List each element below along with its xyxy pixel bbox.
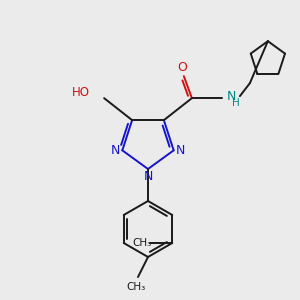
Text: N: N bbox=[227, 90, 237, 103]
Text: N: N bbox=[111, 144, 120, 157]
Text: H: H bbox=[232, 98, 240, 108]
Text: O: O bbox=[177, 61, 187, 74]
Text: N: N bbox=[176, 144, 185, 157]
Text: N: N bbox=[143, 170, 153, 184]
Text: CH₃: CH₃ bbox=[133, 238, 152, 248]
Text: CH₃: CH₃ bbox=[126, 282, 146, 292]
Text: HO: HO bbox=[72, 86, 90, 99]
